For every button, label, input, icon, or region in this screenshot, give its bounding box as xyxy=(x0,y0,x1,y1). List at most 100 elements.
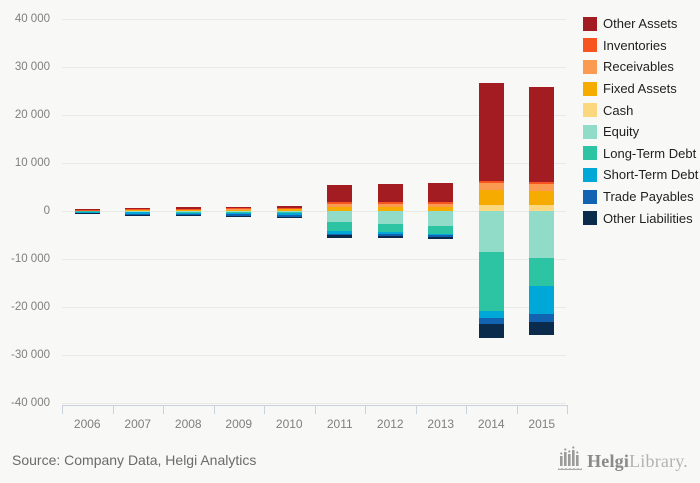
bar-segment-long-term-debt-2010[interactable] xyxy=(276,212,302,214)
bar-segment-other-liabilities-2008[interactable] xyxy=(175,215,201,216)
bar-segment-trade-payables-2012[interactable] xyxy=(377,233,403,236)
bar-segment-inventories-2012[interactable] xyxy=(377,202,403,204)
legend-item-inventories[interactable]: Inventories xyxy=(583,35,698,57)
bar-segment-long-term-debt-2011[interactable] xyxy=(327,222,353,232)
bar-segment-fixed-assets-2014[interactable] xyxy=(478,189,504,205)
bar-segment-receivables-2015[interactable] xyxy=(529,183,555,192)
bar-segment-fixed-assets-2010[interactable] xyxy=(276,209,302,211)
y-gridline xyxy=(62,307,566,308)
bar-segment-long-term-debt-2012[interactable] xyxy=(377,224,403,233)
bar-segment-trade-payables-2013[interactable] xyxy=(428,235,454,237)
x-axis-year-label: 2013 xyxy=(427,417,455,431)
bar-segment-receivables-2007[interactable] xyxy=(125,209,151,210)
bar-segment-short-term-debt-2009[interactable] xyxy=(226,212,252,215)
bar-segment-short-term-debt-2008[interactable] xyxy=(175,212,201,214)
bar-segment-inventories-2015[interactable] xyxy=(529,181,555,184)
legend-item-receivables[interactable]: Receivables xyxy=(583,56,698,78)
bar-segment-equity-2009[interactable] xyxy=(226,211,252,212)
bar-segment-other-assets-2010[interactable] xyxy=(276,205,302,208)
bar-segment-fixed-assets-2008[interactable] xyxy=(175,209,201,211)
bar-segment-other-assets-2007[interactable] xyxy=(125,207,151,209)
bar-segment-fixed-assets-2007[interactable] xyxy=(125,209,151,211)
bar-segment-equity-2007[interactable] xyxy=(125,211,151,212)
bar-segment-short-term-debt-2006[interactable] xyxy=(74,211,100,213)
bar-segment-short-term-debt-2014[interactable] xyxy=(478,310,504,318)
bar-segment-trade-payables-2015[interactable] xyxy=(529,314,555,323)
bar-segment-receivables-2014[interactable] xyxy=(478,182,504,190)
bar-segment-other-liabilities-2010[interactable] xyxy=(276,216,302,218)
bar-segment-other-assets-2013[interactable] xyxy=(428,183,454,203)
bar-segment-receivables-2009[interactable] xyxy=(226,208,252,210)
bar-segment-short-term-debt-2007[interactable] xyxy=(125,212,151,214)
bar-segment-short-term-debt-2012[interactable] xyxy=(377,232,403,234)
bar-segment-other-assets-2011[interactable] xyxy=(327,184,353,203)
x-axis-tick xyxy=(415,405,417,414)
bar-segment-other-assets-2015[interactable] xyxy=(529,87,555,182)
bar-segment-trade-payables-2008[interactable] xyxy=(175,213,201,216)
bar-segment-other-liabilities-2012[interactable] xyxy=(377,235,403,239)
bar-segment-receivables-2008[interactable] xyxy=(175,208,201,210)
bar-segment-short-term-debt-2013[interactable] xyxy=(428,233,454,236)
y-axis-tick-label: -10 000 xyxy=(10,253,50,265)
bar-segment-equity-2012[interactable] xyxy=(377,211,403,225)
logo-wordmark: HelgiLibrary. xyxy=(587,451,688,472)
bar-segment-other-assets-2009[interactable] xyxy=(226,206,252,209)
bar-segment-long-term-debt-2007[interactable] xyxy=(125,211,151,213)
bar-segment-trade-payables-2009[interactable] xyxy=(226,214,252,216)
bar-segment-other-liabilities-2013[interactable] xyxy=(428,236,454,240)
legend-item-long-term-debt[interactable]: Long-Term Debt xyxy=(583,143,698,165)
bar-segment-equity-2011[interactable] xyxy=(327,211,353,223)
bar-segment-other-liabilities-2014[interactable] xyxy=(478,324,504,338)
bar-segment-equity-2014[interactable] xyxy=(478,211,504,252)
bar-segment-cash-2014[interactable] xyxy=(478,204,504,211)
bar-segment-cash-2015[interactable] xyxy=(529,205,555,211)
legend-item-fixed-assets[interactable]: Fixed Assets xyxy=(583,78,698,100)
legend-item-trade-payables[interactable]: Trade Payables xyxy=(583,186,698,208)
bar-segment-long-term-debt-2009[interactable] xyxy=(226,211,252,213)
bar-segment-short-term-debt-2015[interactable] xyxy=(529,285,555,315)
legend-item-other-assets[interactable]: Other Assets xyxy=(583,13,698,35)
bar-segment-long-term-debt-2013[interactable] xyxy=(428,225,454,234)
bar-segment-short-term-debt-2010[interactable] xyxy=(276,213,302,216)
legend-item-equity[interactable]: Equity xyxy=(583,121,698,143)
bar-segment-equity-2013[interactable] xyxy=(428,211,454,226)
bar-segment-other-assets-2008[interactable] xyxy=(175,207,201,209)
bar-segment-other-liabilities-2009[interactable] xyxy=(226,215,252,217)
bar-segment-fixed-assets-2012[interactable] xyxy=(377,206,403,211)
bar-segment-fixed-assets-2011[interactable] xyxy=(327,207,353,211)
bar-segment-fixed-assets-2009[interactable] xyxy=(226,209,252,211)
bar-segment-other-liabilities-2011[interactable] xyxy=(327,235,353,238)
bar-segment-inventories-2011[interactable] xyxy=(327,202,353,204)
bar-segment-other-assets-2012[interactable] xyxy=(377,183,403,203)
bar-segment-other-assets-2014[interactable] xyxy=(478,83,504,182)
legend-swatch-icon xyxy=(583,211,597,226)
x-axis-year-label: 2011 xyxy=(326,417,353,431)
y-gridline xyxy=(62,259,566,260)
bar-segment-inventories-2014[interactable] xyxy=(478,181,504,183)
bar-segment-other-liabilities-2007[interactable] xyxy=(125,214,151,216)
bar-segment-receivables-2012[interactable] xyxy=(377,203,403,207)
bar-segment-trade-payables-2007[interactable] xyxy=(125,213,151,215)
bar-segment-long-term-debt-2008[interactable] xyxy=(175,211,201,213)
bar-segment-trade-payables-2011[interactable] xyxy=(327,233,353,235)
bar-segment-receivables-2011[interactable] xyxy=(327,203,353,208)
bar-segment-short-term-debt-2011[interactable] xyxy=(327,231,353,234)
bar-segment-equity-2008[interactable] xyxy=(175,211,201,212)
legend-item-short-term-debt[interactable]: Short-Term Debt xyxy=(583,164,698,186)
bar-segment-long-term-debt-2014[interactable] xyxy=(478,251,504,311)
bar-segment-other-assets-2006[interactable] xyxy=(74,209,100,210)
x-axis-tick xyxy=(213,405,215,414)
bar-segment-receivables-2013[interactable] xyxy=(428,203,454,207)
bar-segment-equity-2010[interactable] xyxy=(276,211,302,213)
legend-item-cash[interactable]: Cash xyxy=(583,99,698,121)
bar-segment-fixed-assets-2013[interactable] xyxy=(428,206,454,211)
bar-segment-long-term-debt-2015[interactable] xyxy=(529,257,555,286)
bar-segment-receivables-2010[interactable] xyxy=(276,208,302,210)
legend-item-other-liabilities[interactable]: Other Liabilities xyxy=(583,207,698,229)
bar-segment-trade-payables-2010[interactable] xyxy=(276,215,302,217)
bar-segment-trade-payables-2014[interactable] xyxy=(478,317,504,325)
bar-segment-equity-2015[interactable] xyxy=(529,211,555,258)
bar-segment-fixed-assets-2015[interactable] xyxy=(529,191,555,205)
bar-segment-other-liabilities-2015[interactable] xyxy=(529,322,555,336)
bar-segment-inventories-2013[interactable] xyxy=(428,202,454,204)
